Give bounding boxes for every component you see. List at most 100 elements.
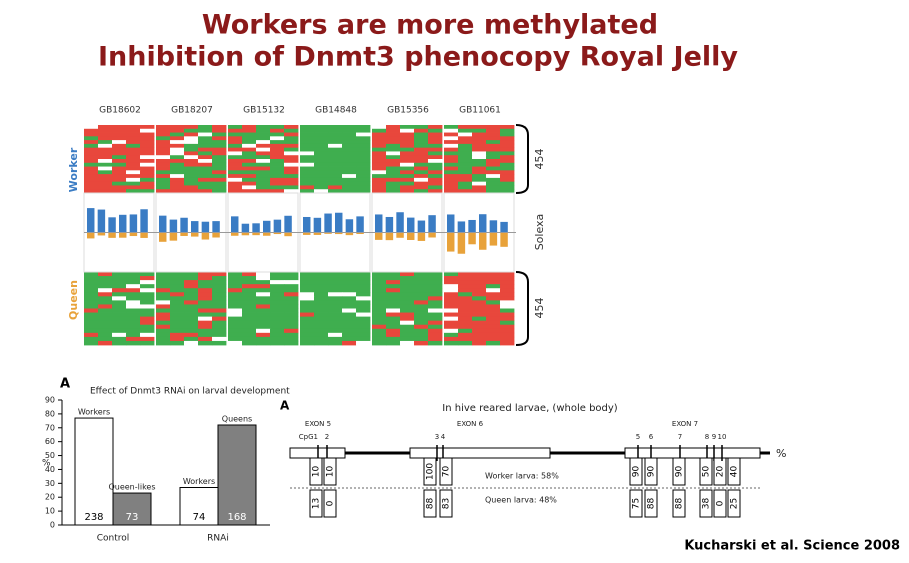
heatmap-cell	[284, 320, 299, 326]
heatmap-cell	[170, 159, 185, 164]
heatmap-cell	[328, 336, 343, 342]
solexa-bar	[191, 233, 199, 237]
heatmap-cell	[270, 312, 285, 318]
heatmap-cell	[84, 147, 99, 152]
heatmap-cell	[472, 308, 487, 313]
heatmap-cell	[198, 174, 213, 179]
heatmap-cell	[356, 316, 371, 322]
heatmap-cell	[84, 280, 99, 285]
site-label: 6	[649, 433, 654, 441]
site-value: 70	[442, 466, 452, 478]
heatmap-cell	[256, 155, 271, 160]
heatmap-cell	[458, 170, 473, 175]
solexa-bar	[97, 209, 106, 232]
heatmap-cell	[414, 280, 429, 285]
heatmap-cell	[284, 125, 299, 130]
heatmap-cell	[184, 170, 199, 175]
heatmap-cell	[414, 140, 429, 145]
heatmap-cell	[428, 304, 443, 309]
heatmap-cell	[328, 143, 343, 149]
heatmap-cell	[228, 320, 243, 326]
heatmap-cell	[400, 136, 415, 141]
heatmap-cell	[386, 159, 401, 164]
heatmap-cell	[270, 308, 285, 313]
heatmap-cell	[126, 128, 141, 133]
heatmap-cell	[328, 324, 343, 330]
heatmap-cell	[140, 174, 155, 179]
heatmap-cell	[140, 284, 155, 289]
heatmap-cell	[428, 284, 443, 289]
value-box	[309, 489, 323, 518]
heatmap-cell	[242, 300, 257, 305]
solexa-bar	[119, 233, 127, 238]
heatmap-cell	[314, 136, 329, 141]
heatmap-cell	[140, 328, 155, 334]
heatmap-cell	[242, 185, 257, 190]
heatmap-cell	[414, 143, 429, 149]
heatmap-cell	[284, 296, 299, 301]
heatmap-cell	[170, 332, 185, 338]
heatmap-cell	[140, 170, 155, 175]
solexa-bar	[201, 221, 210, 232]
heatmap-cell	[342, 166, 357, 171]
heatmap-cell	[328, 189, 343, 194]
site-value: 88	[426, 498, 436, 510]
heatmap-cell	[284, 185, 299, 190]
heatmap-cell	[228, 272, 243, 277]
value-box	[672, 457, 686, 486]
heatmap-cell	[372, 177, 387, 183]
heatmap-cell	[228, 284, 243, 289]
heatmap-cell	[112, 177, 127, 183]
heatmap-cell	[372, 143, 387, 149]
heatmap-cell	[140, 304, 155, 309]
heatmap-cell	[84, 328, 99, 334]
heatmap-cell	[458, 151, 473, 156]
heatmap-cell	[284, 332, 299, 338]
heatmap-cell	[300, 181, 315, 186]
heatmap-cell	[356, 272, 371, 277]
heatmap-cell	[472, 132, 487, 137]
heatmap-cell	[428, 336, 443, 342]
heatmap-cell	[256, 324, 271, 330]
heatmap-cell	[170, 155, 185, 160]
heatmap-cell	[140, 280, 155, 285]
gene-label: GB15132	[243, 106, 285, 116]
heatmap-cell	[458, 336, 473, 342]
heatmap-cell	[112, 304, 127, 309]
heatmap-cell	[356, 162, 371, 167]
heatmap-cell	[400, 181, 415, 186]
heatmap-cell	[414, 136, 429, 141]
heatmap-cell	[472, 304, 487, 309]
heatmap-cell	[198, 170, 213, 175]
heatmap-cell	[342, 304, 357, 309]
panel-label: A	[280, 399, 290, 413]
exon-label: EXON 5	[305, 420, 331, 428]
heatmap-cell	[444, 276, 459, 281]
heatmap-cell	[300, 162, 315, 167]
heatmap-cell	[198, 189, 213, 194]
heatmap-cell	[256, 288, 271, 293]
heatmap-cell	[300, 324, 315, 330]
heatmap-cell	[140, 136, 155, 141]
heatmap-cell	[472, 170, 487, 175]
heatmap-cell	[126, 151, 141, 156]
heatmap-cell	[84, 288, 99, 293]
heatmap-cell	[284, 280, 299, 285]
heatmap-cell	[300, 136, 315, 141]
heatmap-cell	[112, 170, 127, 175]
heatmap-cell	[228, 170, 243, 175]
solexa-bar	[263, 233, 271, 236]
heatmap-cell	[458, 128, 473, 133]
heatmap-cell	[414, 151, 429, 156]
heatmap-cell	[156, 300, 171, 305]
heatmap-cell	[228, 162, 243, 167]
heatmap-cell	[228, 280, 243, 285]
heatmap-cell	[500, 332, 515, 338]
heatmap-cell	[270, 159, 285, 164]
heatmap-cell	[444, 280, 459, 285]
heatmap-cell	[98, 288, 113, 293]
solexa-bar	[335, 212, 343, 232]
heatmap-cell	[444, 128, 459, 133]
heatmap-cell	[314, 312, 329, 318]
